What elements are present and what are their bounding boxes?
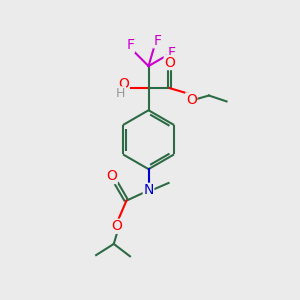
Text: F: F bbox=[167, 46, 175, 60]
Text: O: O bbox=[106, 169, 117, 184]
Text: H: H bbox=[116, 87, 125, 100]
Text: O: O bbox=[111, 219, 122, 233]
Text: O: O bbox=[186, 93, 197, 107]
Text: F: F bbox=[126, 38, 134, 52]
Text: O: O bbox=[164, 56, 175, 70]
Text: O: O bbox=[118, 77, 129, 91]
Text: N: N bbox=[143, 183, 154, 197]
Text: F: F bbox=[153, 34, 161, 48]
